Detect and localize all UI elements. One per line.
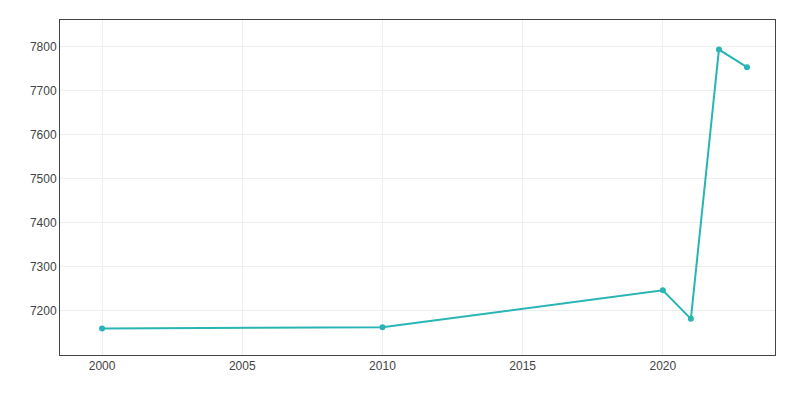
svg-text:7700: 7700 xyxy=(30,84,57,98)
svg-text:2020: 2020 xyxy=(649,359,676,373)
svg-text:7500: 7500 xyxy=(30,172,57,186)
svg-text:7600: 7600 xyxy=(30,128,57,142)
svg-text:7800: 7800 xyxy=(30,40,57,54)
svg-text:2005: 2005 xyxy=(229,359,256,373)
svg-text:7200: 7200 xyxy=(30,304,57,318)
svg-text:7400: 7400 xyxy=(30,216,57,230)
svg-text:2015: 2015 xyxy=(509,359,536,373)
svg-text:2000: 2000 xyxy=(89,359,116,373)
svg-text:2010: 2010 xyxy=(369,359,396,373)
svg-text:7300: 7300 xyxy=(30,260,57,274)
